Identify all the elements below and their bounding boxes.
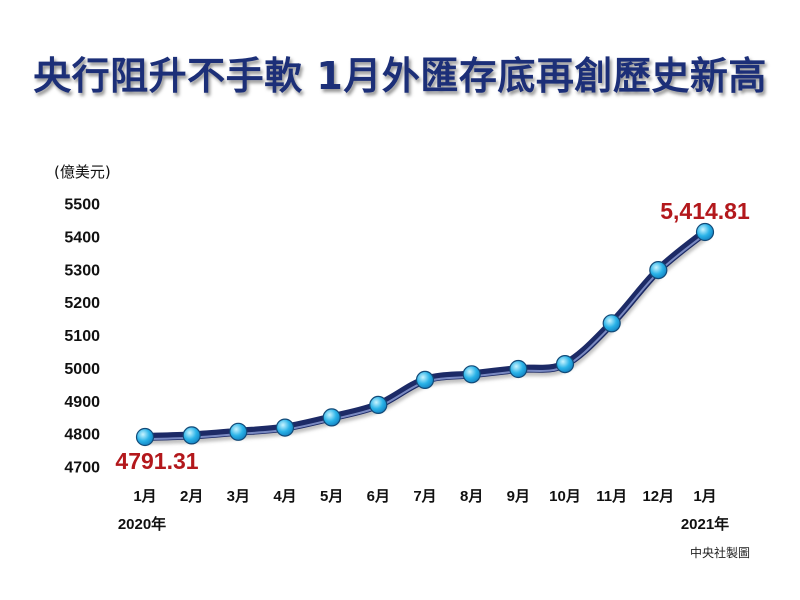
x-tick-label: 1月: [693, 488, 716, 505]
x-tick-label: 4月: [273, 488, 296, 505]
x-tick-label: 9月: [507, 488, 530, 505]
year-label: 2020年: [118, 515, 166, 533]
x-tick-label: 2月: [180, 488, 203, 505]
x-tick-label: 12月: [642, 488, 674, 505]
data-points: [135, 222, 715, 447]
x-tick-label: 8月: [460, 488, 483, 505]
data-point: [602, 314, 621, 333]
y-axis-label: (億美元): [54, 163, 111, 181]
y-tick-labels: 5500 5400 5300 5200 5100 5000 4900 4800 4700: [64, 197, 100, 477]
data-annotations: 4791.31 5,414.81: [115, 198, 750, 474]
value-annotation: 5,414.81: [660, 198, 750, 224]
data-point: [462, 365, 481, 384]
x-tick-labels: 1月 2月 3月 4月 5月 6月 7月 8月 9月 10月 11月 12月 1月: [133, 488, 716, 505]
series-line-group: [141, 228, 710, 445]
data-point: [695, 222, 715, 242]
data-point: [369, 395, 388, 414]
y-tick-label: 5200: [64, 295, 100, 312]
year-label: 2021年: [681, 515, 729, 533]
y-tick-label: 5100: [64, 328, 100, 345]
x-tick-label: 7月: [413, 488, 436, 505]
x-tick-label: 11月: [596, 488, 627, 505]
data-point: [229, 422, 248, 441]
data-point: [182, 426, 201, 445]
x-tick-label: 3月: [227, 488, 250, 505]
x-tick-label: 1月: [133, 488, 156, 505]
source-credit: 中央社製圖: [690, 545, 750, 560]
series-line: [141, 228, 709, 441]
year-labels: 2020年 2021年: [118, 515, 729, 533]
series-line-highlight: [144, 233, 706, 441]
x-tick-label: 6月: [367, 488, 390, 505]
data-point: [415, 370, 435, 389]
data-point: [649, 261, 668, 280]
x-tick-label: 10月: [549, 488, 581, 505]
y-tick-label: 4900: [64, 394, 100, 411]
data-point: [555, 355, 575, 374]
y-tick-label: 4700: [64, 460, 100, 477]
y-tick-label: 4800: [64, 427, 100, 444]
value-annotation: 4791.31: [115, 448, 198, 474]
chart-title: 央行阻升不手軟 1月外匯存底再創歷史新高: [33, 54, 767, 98]
y-tick-label: 5300: [64, 262, 100, 279]
data-point: [509, 359, 528, 379]
y-tick-label: 5400: [64, 229, 100, 246]
x-tick-label: 5月: [320, 488, 343, 505]
data-point: [322, 408, 341, 427]
y-tick-label: 5000: [64, 361, 100, 378]
data-point: [275, 418, 295, 437]
data-point: [135, 427, 155, 447]
series-line-shadow: [142, 232, 710, 445]
y-tick-label: 5500: [64, 197, 100, 214]
